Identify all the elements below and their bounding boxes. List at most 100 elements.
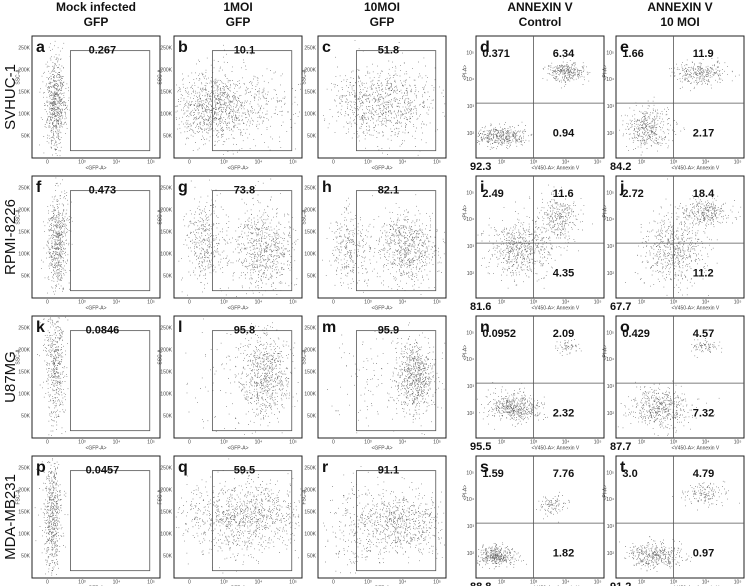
- panel-letter: d: [480, 39, 490, 56]
- quadrant-value: 0.0952: [482, 328, 516, 340]
- panel: t3.0 4.79 0.97 91.2 10² 10² 10³ 10³ 10⁴ 10⁴ 10⁵ 10⁵…: [602, 455, 745, 586]
- y-tick-label: 10³: [607, 384, 615, 390]
- panel-letter: p: [36, 459, 46, 476]
- x-tick-label: 10⁵: [594, 439, 602, 445]
- x-axis-label: <V450-A>: Annexin V: [531, 305, 579, 311]
- quadrant-value: 92.3: [470, 161, 491, 173]
- x-tick-label: 10⁴: [255, 159, 263, 165]
- column-header: ANNEXIN V: [507, 0, 572, 14]
- x-tick-label: 10⁵: [147, 299, 155, 305]
- gate-value: 0.473: [89, 185, 117, 197]
- y-tick-label: 10⁴: [606, 217, 614, 223]
- column-header: GFP: [370, 15, 395, 29]
- y-tick-label: 250K: [18, 186, 30, 192]
- y-axis-label: FSC-A: [15, 489, 21, 505]
- event-dots: [39, 40, 71, 157]
- y-tick-label: 150K: [18, 229, 30, 235]
- y-tick-label: 10⁴: [606, 497, 614, 503]
- x-tick-label: 10³: [364, 299, 372, 305]
- x-tick-label: 10³: [364, 159, 372, 165]
- y-tick-label: 50K: [21, 133, 31, 139]
- quadrant-value: 11.2: [693, 268, 714, 280]
- panel: c 51.8 50K 100K 150K 200K 250K 0 10³ 10⁴ 10⁵ <GFP-A…: [301, 35, 447, 171]
- panel: q59.550K100K150K200K250K010³10⁴10⁵<GFP-A…: [157, 455, 303, 586]
- y-tick-label: 10⁵: [466, 470, 474, 476]
- gate: [355, 190, 437, 292]
- panel-letter: b: [178, 39, 188, 56]
- row-label: RPMI-8226: [2, 199, 19, 275]
- y-tick-label: 10⁵: [466, 50, 474, 56]
- y-tick-label: 250K: [304, 186, 316, 192]
- x-tick-label: 10³: [220, 579, 228, 585]
- event-dots: [322, 190, 446, 296]
- gate: [355, 470, 437, 572]
- y-tick-label: 250K: [304, 46, 316, 52]
- plot-frame: [317, 315, 447, 439]
- gate: [355, 50, 437, 152]
- y-tick-label: 10²: [467, 131, 475, 137]
- panel-letter: s: [480, 459, 489, 476]
- row-label: SVHUC-1: [2, 64, 19, 130]
- y-tick-label: 200K: [160, 487, 172, 493]
- event-dots: [34, 458, 69, 576]
- y-tick-label: 150K: [160, 229, 172, 235]
- y-tick-label: 150K: [160, 369, 172, 375]
- y-tick-label: 10⁴: [466, 77, 474, 83]
- y-axis-label: SSC-A: [157, 349, 163, 365]
- event-dots: [178, 178, 299, 297]
- gate: [70, 190, 151, 292]
- y-tick-label: 150K: [304, 369, 316, 375]
- quadrant-value: 7.32: [693, 408, 714, 420]
- gate-value: 0.0846: [86, 325, 120, 337]
- y-tick-label: 10⁵: [606, 330, 614, 336]
- y-axis-label: <PI-A>: [602, 485, 608, 501]
- x-tick-label: 10⁵: [289, 159, 297, 165]
- y-axis-label: SSC-A: [157, 69, 163, 85]
- x-tick-label: 10⁵: [734, 439, 742, 445]
- y-tick-label: 100K: [304, 111, 316, 117]
- panel-letter: e: [620, 39, 629, 56]
- gate: [211, 190, 293, 292]
- x-tick-label: 10⁴: [113, 579, 121, 585]
- gate-value: 73.8: [234, 185, 255, 197]
- x-tick-label: 10⁴: [562, 439, 570, 445]
- x-tick-label: 10⁴: [399, 579, 407, 585]
- y-tick-label: 150K: [18, 89, 30, 95]
- y-tick-label: 200K: [304, 347, 316, 353]
- y-tick-label: 200K: [304, 487, 316, 493]
- y-tick-label: 10²: [607, 551, 615, 557]
- event-dots: [477, 57, 591, 150]
- y-tick-label: 50K: [307, 273, 317, 279]
- panel-letter: l: [178, 319, 182, 336]
- panel-letter: q: [178, 459, 188, 476]
- y-tick-label: 10³: [467, 104, 475, 110]
- column-header: Control: [519, 15, 562, 29]
- plot-frame: [475, 315, 605, 439]
- x-tick-label: 0: [188, 579, 191, 585]
- y-tick-label: 100K: [18, 531, 30, 537]
- y-tick-label: 10³: [467, 524, 475, 530]
- x-tick-label: 10⁴: [562, 299, 570, 305]
- y-tick-label: 200K: [160, 347, 172, 353]
- panel: k 0.0846 50K 100K 150K 200K 250K 0 10³ 10⁴ 10⁵ <GFP…: [15, 315, 161, 451]
- gate-value: 82.1: [378, 185, 399, 197]
- quadrant-value: 0.94: [553, 128, 575, 140]
- gate: [70, 50, 151, 152]
- y-tick-label: 250K: [18, 466, 30, 472]
- plot-frame: [475, 35, 605, 159]
- event-dots: [617, 333, 723, 436]
- x-tick-label: 10²: [638, 159, 646, 165]
- y-tick-label: 50K: [307, 413, 317, 419]
- panel-letter: k: [36, 319, 45, 336]
- x-axis-label: <GFP-A>: [227, 305, 248, 311]
- x-tick-label: 10²: [638, 439, 646, 445]
- quadrant-value: 11.9: [693, 48, 714, 60]
- gate: [211, 50, 293, 152]
- x-tick-label: 0: [46, 579, 49, 585]
- y-tick-label: 100K: [304, 391, 316, 397]
- y-axis-label: <PI-A>: [462, 65, 468, 81]
- y-tick-label: 10³: [607, 244, 615, 250]
- event-dots: [327, 322, 446, 435]
- event-dots: [477, 491, 570, 570]
- x-tick-label: 10⁴: [255, 439, 263, 445]
